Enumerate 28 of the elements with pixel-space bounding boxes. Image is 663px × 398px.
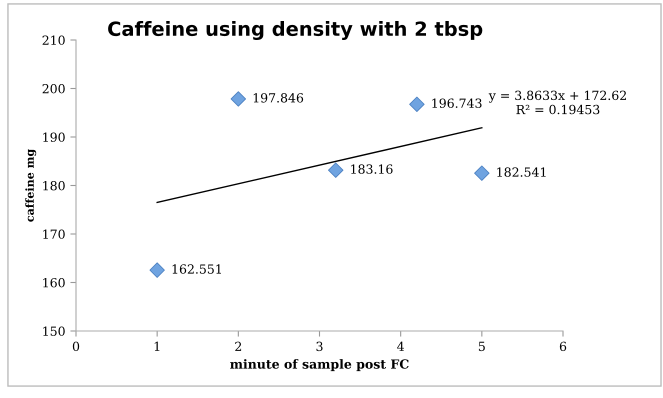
y-tick-label: 160 <box>43 278 65 288</box>
point <box>409 96 425 112</box>
y-tick-label: 200 <box>42 84 65 94</box>
data-label: 196.743 <box>432 98 482 108</box>
x-tick-label: 6 <box>560 342 566 352</box>
data-label: 197.846 <box>254 93 304 103</box>
point <box>474 165 490 181</box>
data-label: 183.16 <box>351 164 393 174</box>
x-tick-label: 5 <box>478 342 485 352</box>
x-tick-label: 0 <box>72 342 80 352</box>
point <box>149 262 165 278</box>
y-tick-label: 170 <box>43 229 65 239</box>
point <box>230 91 246 107</box>
y-tick-label: 210 <box>42 35 65 45</box>
x-tick-label: 4 <box>397 342 404 351</box>
data-label: 162.551 <box>172 264 221 274</box>
annotation: y = 3.8633x + 172.62 R² = 0.19453 <box>488 90 626 114</box>
x-tick-label: 3 <box>316 342 323 352</box>
y-tick-label: 190 <box>43 132 65 142</box>
y-axis-title: caffeine mg <box>25 149 36 222</box>
x-tick-label: 2 <box>235 342 242 351</box>
x-tick-label: 1 <box>154 342 160 351</box>
chart-title: Caffeine using density with 2 tbsp <box>108 21 482 40</box>
y-tick-label: 180 <box>43 180 65 190</box>
y-tick-label: 150 <box>43 326 65 336</box>
data-label: 182.541 <box>497 167 546 177</box>
x-axis-title: minute of sample post FC <box>230 359 409 372</box>
point <box>328 162 344 178</box>
